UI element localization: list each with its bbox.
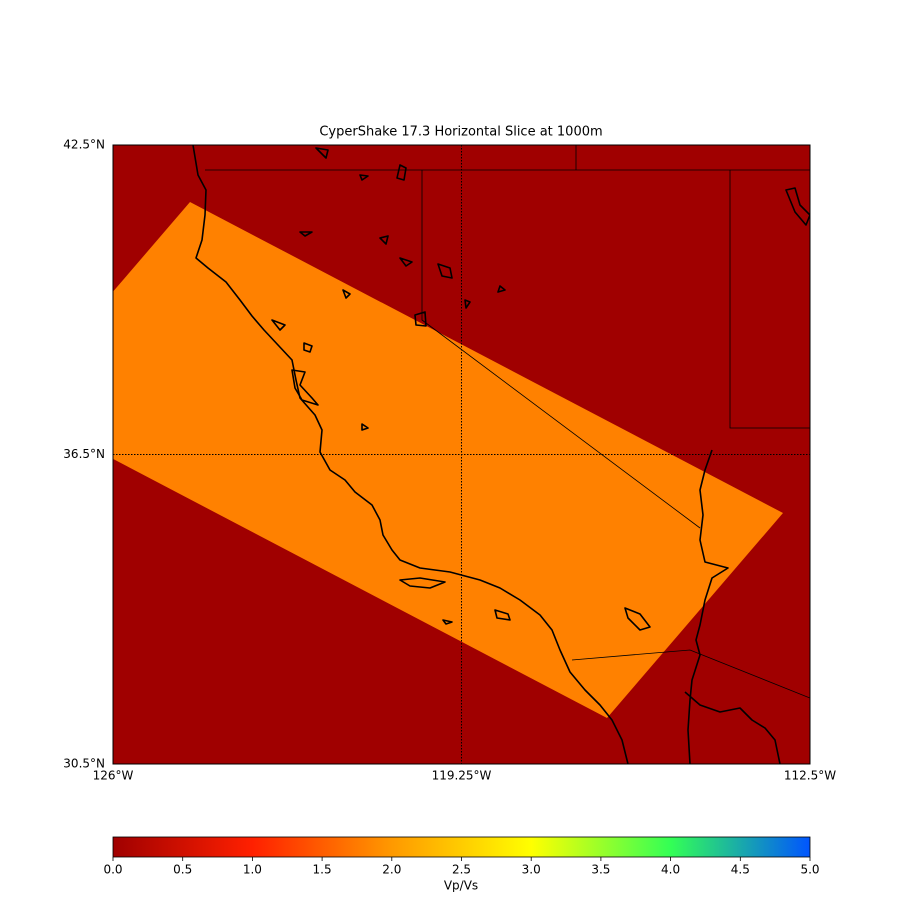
- colorbar-tick-label: 3.0: [522, 863, 541, 877]
- colorbar-tick-label: 4.5: [731, 863, 750, 877]
- y-tick-label: 30.5°N: [63, 757, 105, 771]
- colorbar-tick-label: 0.0: [103, 863, 122, 877]
- coastline: [271, 147, 810, 631]
- chart-title: CyperShake 17.3 Horizontal Slice at 1000…: [319, 125, 602, 140]
- colorbar-tick-label: 2.5: [452, 863, 471, 877]
- colorbar-tick-label: 2.0: [382, 863, 401, 877]
- x-tick-label: 112.5°W: [784, 769, 836, 783]
- colorbar-tick-label: 5.0: [800, 863, 819, 877]
- state-border: [205, 145, 810, 699]
- map-area: [113, 145, 810, 764]
- plot-frame: [112, 144, 811, 765]
- y-tick-label: 42.5°N: [63, 138, 105, 152]
- y-tick-label: 36.5°N: [63, 447, 105, 461]
- colorbar: [112, 836, 811, 858]
- colorbar-tick-label: 0.5: [173, 863, 192, 877]
- colorbar-label: Vp/Vs: [444, 879, 478, 893]
- coastline: [684, 691, 781, 764]
- colorbar-tick-label: 3.5: [591, 863, 610, 877]
- coastline: [192, 145, 629, 764]
- x-tick-label: 119.25°W: [432, 769, 492, 783]
- x-tick-label: 126°W: [93, 769, 134, 783]
- colorbar-tick-label: 1.5: [313, 863, 332, 877]
- model-region: [113, 202, 783, 718]
- colorbar-tick-label: 1.0: [243, 863, 262, 877]
- coastline: [687, 449, 729, 764]
- colorbar-tick-label: 4.0: [661, 863, 680, 877]
